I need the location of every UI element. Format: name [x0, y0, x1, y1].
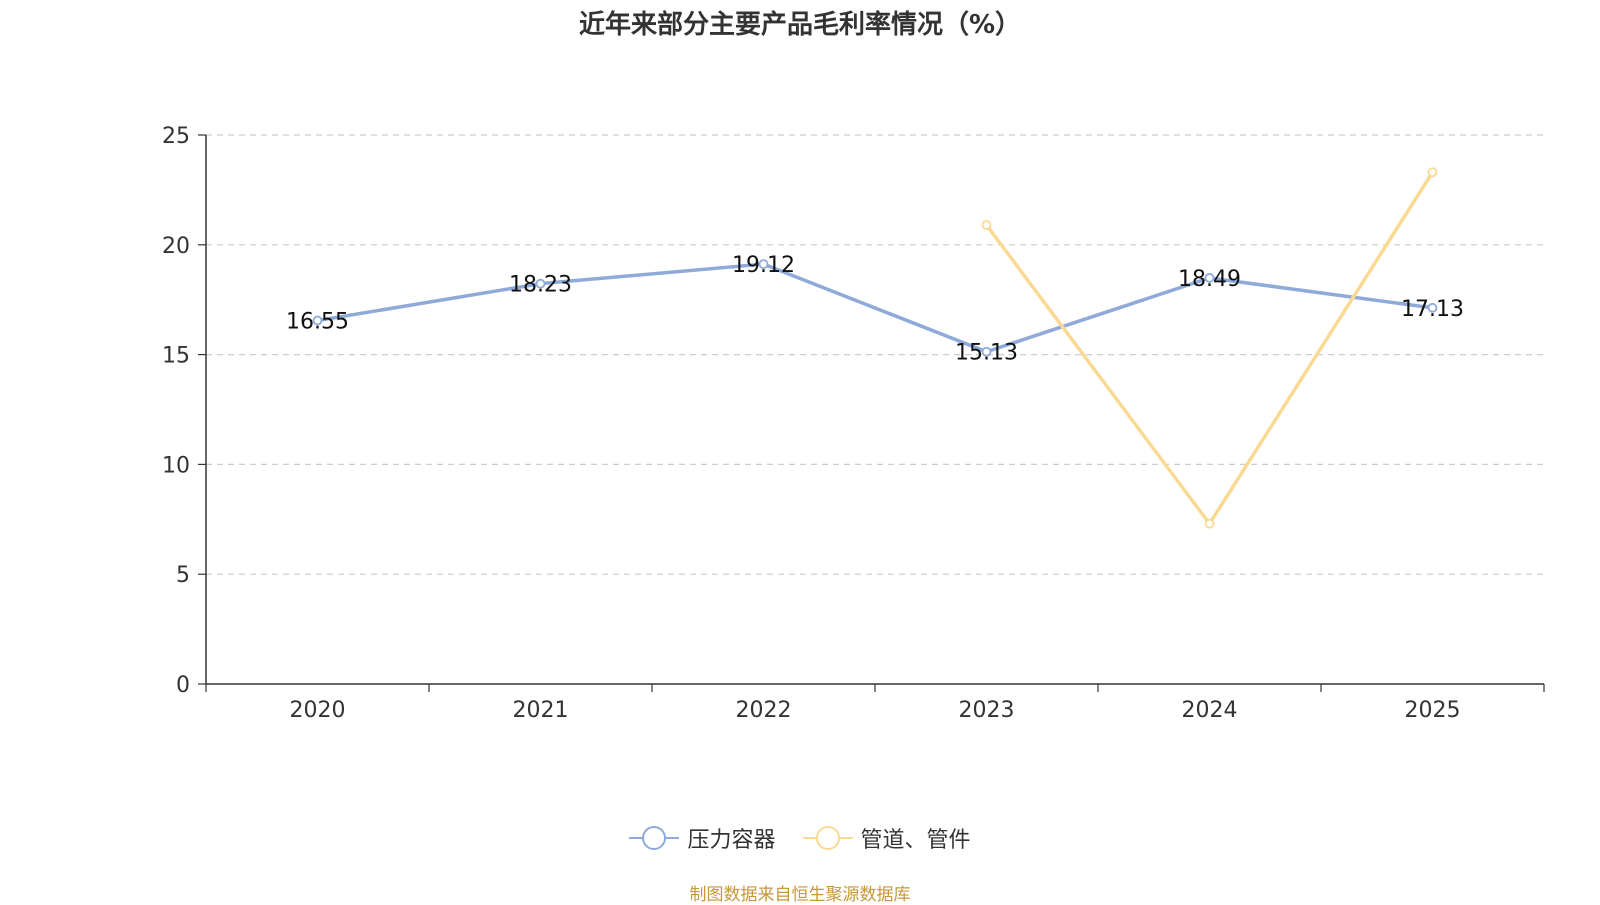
y-tick-label-15: 15 [162, 344, 190, 369]
series-line-0 [318, 264, 1433, 352]
data-label-0-2023: 15.13 [955, 341, 1018, 366]
legend: 压力容器 管道、管件 [0, 822, 1600, 857]
data-label-0-2020: 16.55 [286, 310, 349, 335]
series-1-point-2023 [983, 221, 991, 229]
y-tick-label-25: 25 [162, 124, 190, 149]
x-tick-label-2020: 2020 [290, 698, 346, 723]
x-tick-label-2023: 2023 [959, 698, 1015, 723]
y-tick-label-10: 10 [162, 453, 190, 478]
y-tick-label-0: 0 [176, 673, 190, 698]
x-tick-label-2022: 2022 [736, 698, 792, 723]
x-tick-label-2024: 2024 [1182, 698, 1238, 723]
legend-label-pressure-vessel: 压力容器 [687, 822, 775, 854]
x-tick-label-2025: 2025 [1405, 698, 1461, 723]
x-tick-label-2021: 2021 [513, 698, 569, 723]
legend-item-pipes-fittings[interactable]: 管道、管件 [803, 822, 971, 854]
data-label-0-2022: 19.12 [732, 253, 795, 278]
legend-circle-1 [817, 827, 839, 849]
series-lines [314, 168, 1437, 527]
legend-marker-pressure-vessel-icon [629, 825, 679, 851]
series-1-point-2025 [1429, 168, 1437, 176]
y-tick-label-5: 5 [176, 563, 190, 588]
data-source-note: 制图数据来自恒生聚源数据库 [0, 880, 1600, 905]
legend-item-pressure-vessel[interactable]: 压力容器 [629, 822, 775, 854]
data-label-0-2025: 17.13 [1401, 297, 1464, 322]
series-line-1 [987, 172, 1433, 523]
legend-label-pipes-fittings: 管道、管件 [861, 822, 971, 854]
data-label-0-2021: 18.23 [509, 273, 572, 298]
series-1-point-2024 [1206, 520, 1214, 528]
legend-marker-pipes-fittings-icon [803, 825, 853, 851]
data-label-0-2024: 18.49 [1178, 267, 1241, 292]
grid-lines [206, 135, 1544, 574]
legend-circle-0 [643, 827, 665, 849]
y-tick-label-20: 20 [162, 234, 190, 259]
